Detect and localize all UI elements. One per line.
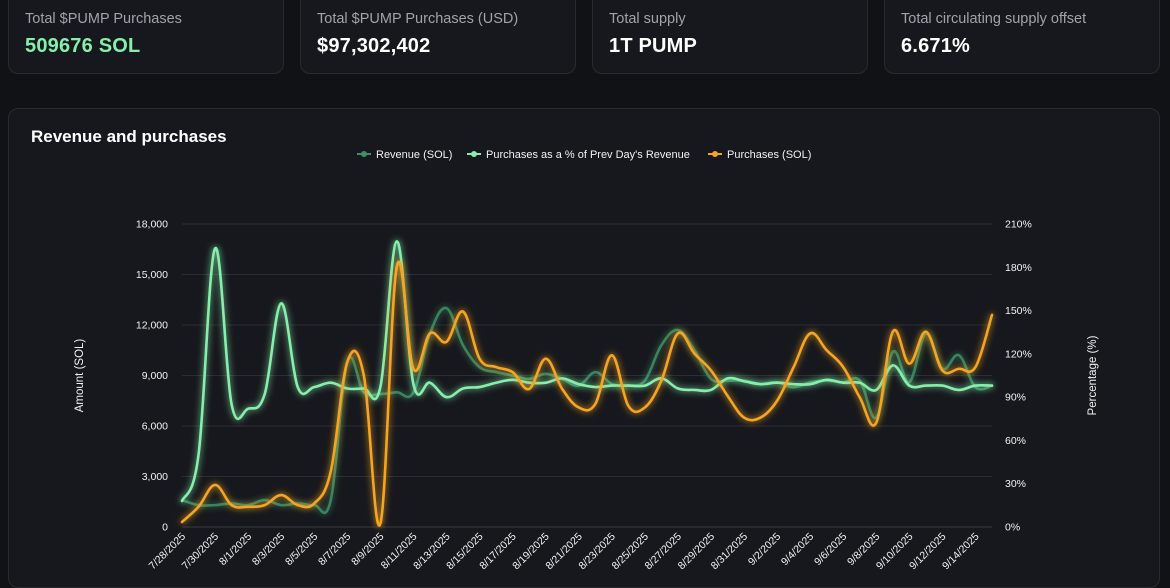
- stat-card-supply-offset: Total circulating supply offset 6.671%: [884, 0, 1160, 74]
- y2-tick-label: 180%: [1005, 262, 1032, 274]
- stat-value: $97,302,402: [317, 35, 431, 57]
- y2-tick-label: 0%: [1005, 522, 1020, 534]
- stat-card-total-supply: Total supply 1T PUMP: [592, 0, 868, 74]
- y-tick-label: 0: [162, 522, 168, 534]
- y2-tick-label: 30%: [1005, 478, 1026, 490]
- y2-tick-label: 60%: [1005, 435, 1026, 447]
- grid: [182, 223, 992, 528]
- y-tick-label: 3,000: [142, 471, 168, 483]
- y2-tick-label: 150%: [1005, 305, 1032, 317]
- legend-marker: [471, 151, 477, 157]
- y2-tick-label: 210%: [1005, 219, 1032, 231]
- series-line: [180, 306, 994, 515]
- legend-marker: [712, 151, 718, 157]
- stat-label: Total $PUMP Purchases: [25, 11, 182, 27]
- series: [180, 240, 994, 527]
- stat-value: 509676 SOL: [25, 35, 141, 57]
- stat-card-total-purchases: Total $PUMP Purchases 509676 SOL: [8, 0, 284, 74]
- legend-label: Revenue (SOL): [376, 149, 452, 161]
- y2-axis-title: Percentage (%): [1087, 335, 1099, 415]
- legend[interactable]: Revenue (SOL) Purchases as a % of Prev Da…: [357, 149, 811, 161]
- x-tick-label: 8/3/2025: [250, 531, 287, 568]
- x-tick-label: 9/14/2025: [940, 531, 982, 573]
- series-line: [180, 240, 994, 503]
- axes: 0 3,000 6,000 9,000 12,000 15,000 18,000 0% 30% 6…: [74, 219, 1099, 573]
- legend-item[interactable]: Purchases as a % of Prev Day's Revenue: [467, 149, 690, 161]
- y-axis-title: Amount (SOL): [74, 339, 86, 413]
- stat-card-total-purchases-usd: Total $PUMP Purchases (USD) $97,302,402: [300, 0, 576, 74]
- legend-label: Purchases (SOL): [727, 149, 811, 161]
- chart-title: Revenue and purchases: [31, 127, 227, 146]
- y-tick-label: 9,000: [142, 370, 168, 382]
- stat-value: 6.671%: [901, 35, 971, 57]
- revenue-purchases-chart: 0 3,000 6,000 9,000 12,000 15,000 18,000 0% 30% 6…: [74, 149, 1099, 573]
- x-tick-label: 8/31/2025: [709, 531, 751, 573]
- stat-value: 1T PUMP: [609, 35, 698, 57]
- x-tick-label: 9/6/2025: [812, 531, 849, 568]
- chart-panel: Revenue and purchases: [8, 108, 1160, 588]
- y2-tick-label: 120%: [1005, 348, 1032, 360]
- x-tick-label: 8/7/2025: [316, 531, 353, 568]
- stat-label: Total $PUMP Purchases (USD): [317, 11, 519, 27]
- stat-label: Total circulating supply offset: [901, 11, 1087, 27]
- y2-tick-label: 90%: [1005, 392, 1026, 404]
- legend-item[interactable]: Revenue (SOL): [357, 149, 452, 161]
- legend-marker: [361, 151, 367, 157]
- x-tick-label: 9/4/2025: [779, 531, 816, 568]
- stat-label: Total supply: [609, 11, 686, 27]
- legend-item[interactable]: Purchases (SOL): [708, 149, 811, 161]
- y-tick-label: 12,000: [136, 320, 168, 332]
- y-tick-label: 18,000: [136, 219, 168, 231]
- series-line: [180, 260, 994, 527]
- x-tick-label: 8/1/2025: [217, 531, 254, 568]
- x-tick-label: 8/5/2025: [283, 531, 320, 568]
- y-tick-label: 6,000: [142, 421, 168, 433]
- x-tick-label: 7/30/2025: [180, 531, 222, 573]
- x-tick-label: 9/2/2025: [746, 531, 783, 568]
- y-tick-label: 15,000: [136, 269, 168, 281]
- legend-label: Purchases as a % of Prev Day's Revenue: [486, 149, 690, 161]
